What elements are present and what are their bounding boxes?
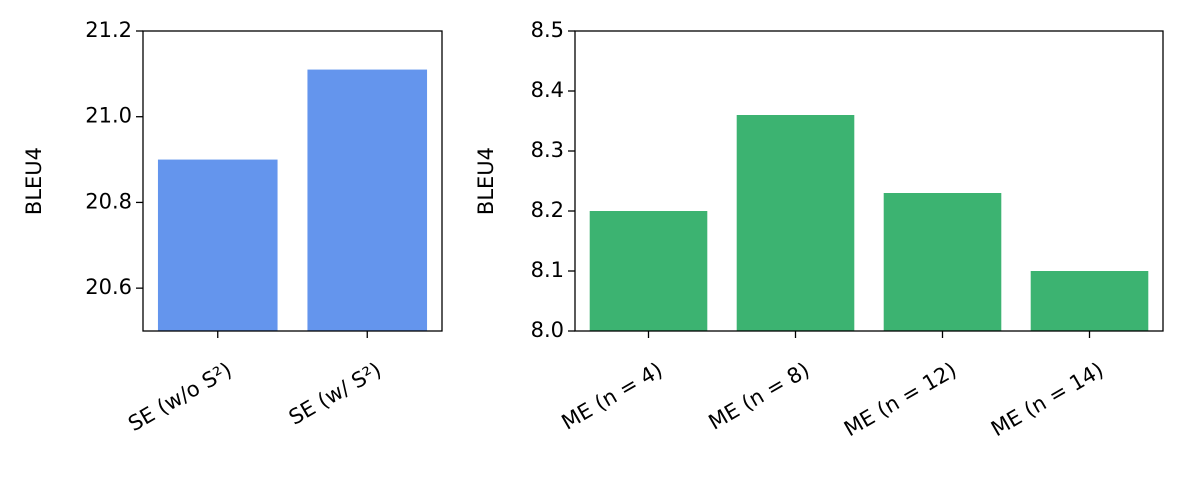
- x-tick-label: ME (n = 12): [840, 358, 961, 442]
- y-tick-label: 21.2: [85, 18, 132, 42]
- x-tick-label: SE (w/ S²): [285, 358, 386, 430]
- y-tick-label: 8.2: [531, 198, 564, 222]
- bar: [736, 115, 855, 331]
- y-tick-label: 8.0: [531, 318, 564, 342]
- y-tick-label: 20.8: [85, 189, 132, 213]
- y-tick-label: 21.0: [85, 104, 132, 128]
- y-axis-label: BLEU4: [22, 147, 46, 215]
- y-tick-label: 20.6: [85, 275, 132, 299]
- bar: [883, 193, 1002, 331]
- y-axis-label: BLEU4: [474, 147, 498, 215]
- bar: [157, 159, 278, 331]
- bar: [1030, 271, 1149, 331]
- y-tick-label: 8.1: [531, 258, 564, 282]
- x-tick-label: ME (n = 8): [705, 358, 814, 435]
- x-tick-label: ME (n = 4): [558, 358, 667, 435]
- x-tick-label: SE (w/o S²): [124, 358, 236, 436]
- bar: [589, 211, 708, 331]
- plot-frame: [574, 30, 1164, 332]
- plot-frame: [142, 30, 443, 332]
- y-tick-label: 8.5: [531, 18, 564, 42]
- y-tick-label: 8.3: [531, 138, 564, 162]
- y-tick-label: 8.4: [531, 78, 564, 102]
- x-tick-label: ME (n = 14): [987, 358, 1108, 442]
- bar: [307, 69, 428, 332]
